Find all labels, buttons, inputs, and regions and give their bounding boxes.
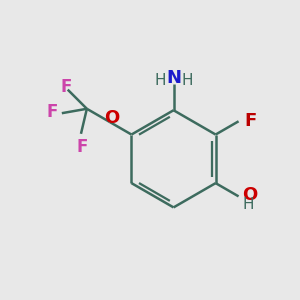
Text: H: H bbox=[242, 197, 254, 212]
Text: H: H bbox=[154, 73, 166, 88]
Text: H: H bbox=[181, 73, 193, 88]
Text: O: O bbox=[104, 110, 119, 128]
Text: F: F bbox=[77, 138, 88, 156]
Text: N: N bbox=[166, 69, 181, 87]
Text: F: F bbox=[61, 78, 72, 96]
Text: F: F bbox=[244, 112, 256, 130]
Text: F: F bbox=[46, 103, 57, 121]
Text: O: O bbox=[242, 186, 257, 204]
